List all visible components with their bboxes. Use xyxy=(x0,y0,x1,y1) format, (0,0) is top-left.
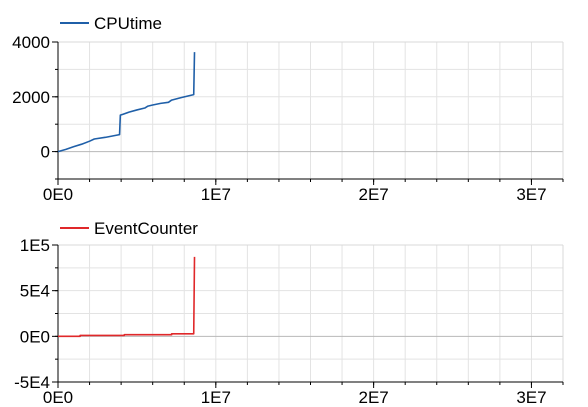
y-tick-label: -5E4 xyxy=(14,373,50,392)
series-line-EventCounter xyxy=(58,256,196,338)
gridlines xyxy=(58,245,563,382)
x-tick-label: 3E7 xyxy=(516,185,546,204)
y-tick-label: 2000 xyxy=(12,88,50,107)
legend-label: EventCounter xyxy=(94,219,198,238)
y-tick-label: 0 xyxy=(41,143,50,162)
x-tick-label: 0E0 xyxy=(43,185,73,204)
x-tick-label: 3E7 xyxy=(516,388,546,407)
y-tick-label: 1E5 xyxy=(20,236,50,255)
y-tick-label: 0E0 xyxy=(20,327,50,346)
legend-label: CPUtime xyxy=(94,14,162,33)
y-tick-label: 4000 xyxy=(12,33,50,52)
series-line-CPUtime xyxy=(57,52,196,153)
chart-1: 0E0 1E7 2E7 3E7 0 2000 4000 CPUtime xyxy=(12,14,564,204)
x-tick-label: 1E7 xyxy=(201,185,231,204)
x-tick-label: 1E7 xyxy=(201,388,231,407)
x-tick-label: 0E0 xyxy=(43,388,73,407)
x-tick-label: 2E7 xyxy=(359,185,389,204)
x-tick-label: 2E7 xyxy=(359,388,389,407)
gridlines xyxy=(58,42,563,179)
y-tick-label: 5E4 xyxy=(20,282,50,301)
